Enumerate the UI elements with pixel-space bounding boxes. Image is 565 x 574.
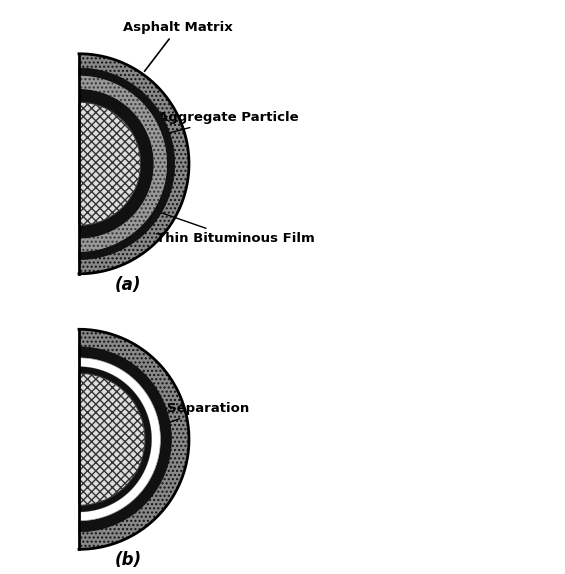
Text: Separation: Separation: [143, 402, 249, 432]
Text: (b): (b): [115, 551, 142, 569]
Polygon shape: [79, 367, 151, 512]
Text: Aggregate Particle: Aggregate Particle: [95, 111, 299, 152]
Text: Thin Bituminous Film: Thin Bituminous Film: [143, 207, 315, 245]
Polygon shape: [79, 68, 175, 259]
Polygon shape: [79, 358, 160, 521]
Polygon shape: [79, 347, 171, 532]
Polygon shape: [79, 329, 189, 549]
Polygon shape: [79, 76, 167, 252]
Text: Asphalt Matrix: Asphalt Matrix: [123, 21, 233, 71]
Text: (a): (a): [115, 276, 142, 294]
Polygon shape: [79, 89, 154, 239]
Polygon shape: [79, 373, 145, 505]
Polygon shape: [79, 102, 141, 226]
Polygon shape: [79, 54, 189, 274]
